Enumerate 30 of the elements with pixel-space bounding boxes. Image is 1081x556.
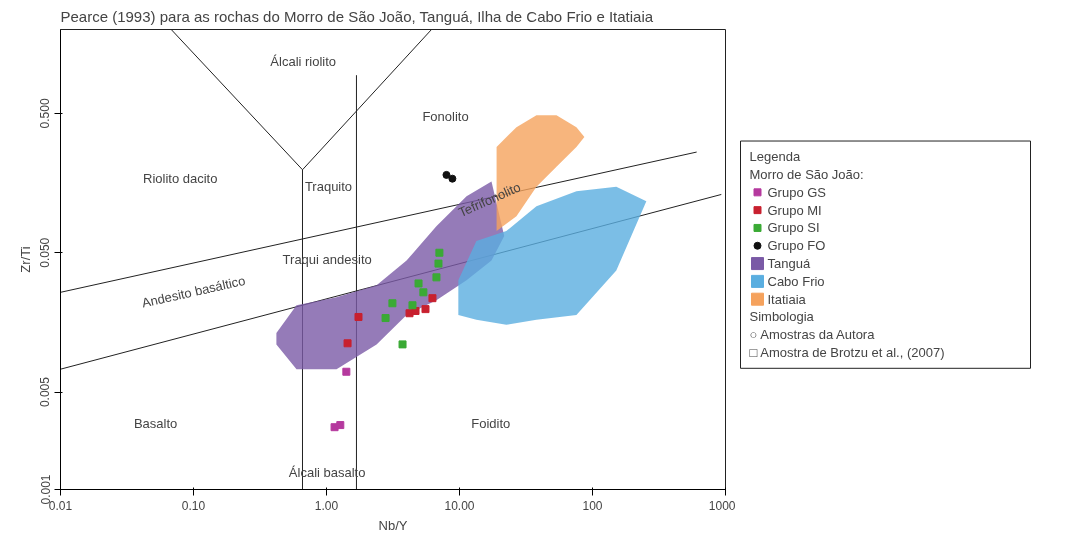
legend-label: Grupo FO bbox=[767, 238, 826, 254]
legend-label: Grupo GS bbox=[767, 184, 827, 200]
x-tick-label: 10.00 bbox=[444, 498, 475, 513]
legend-label: Tanguá bbox=[767, 256, 811, 272]
legend-title: Legenda bbox=[749, 149, 801, 165]
x-axis-title: Nb/Y bbox=[378, 517, 408, 533]
annotation: Álcali riolito bbox=[270, 54, 337, 70]
legend-label: Cabo Frio bbox=[767, 273, 825, 289]
y-tick-label: 0.005 bbox=[38, 376, 53, 408]
annotation: Fonolito bbox=[422, 109, 469, 125]
legend-label: Itatiaia bbox=[767, 291, 807, 307]
text: Simbologia bbox=[749, 309, 815, 325]
x-tick-label: 100 bbox=[582, 498, 603, 513]
x-tick-label: 1.00 bbox=[314, 498, 339, 513]
text: □ Amostra de Brotzu et al., (2007) bbox=[749, 345, 945, 361]
x-tick-label: 1000 bbox=[708, 498, 736, 513]
x-tick-label: 0.10 bbox=[181, 498, 206, 513]
annotation: Basalto bbox=[133, 416, 178, 432]
y-tick-label: 0.500 bbox=[38, 98, 53, 129]
text: ○ Amostras da Autora bbox=[749, 327, 876, 343]
y-tick-label: 0.050 bbox=[38, 237, 53, 268]
annotation: Riolito dacito bbox=[142, 171, 218, 187]
legend-label: Grupo SI bbox=[767, 220, 820, 236]
annotation: Foidito bbox=[471, 416, 511, 432]
annotation: Andesito basáltico bbox=[140, 272, 247, 311]
annotation: Traquito bbox=[304, 178, 353, 194]
legend-label: Grupo MI bbox=[767, 202, 822, 218]
y-axis-title: Zr/Ti bbox=[17, 246, 33, 273]
chart-title: Pearce (1993) para as rochas do Morro de São João, Tanguá, Ilha de Cabo Frio e Itatiaia bbox=[60, 7, 654, 25]
text: Morro de São João: bbox=[749, 167, 864, 183]
